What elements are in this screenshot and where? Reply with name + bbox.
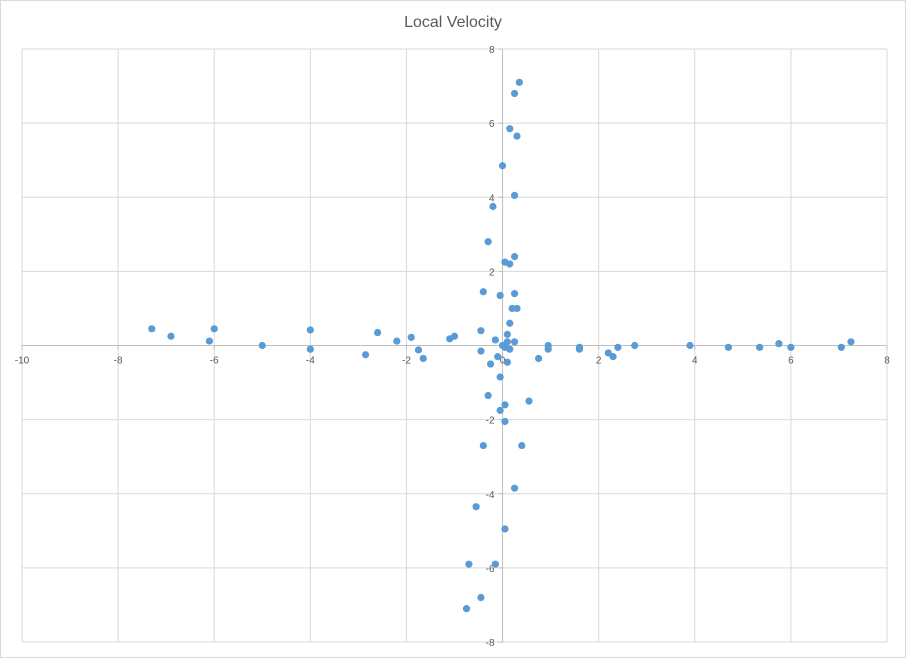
data-point xyxy=(525,397,533,405)
data-point xyxy=(210,325,218,333)
data-point xyxy=(489,202,497,211)
x-tick-label: 6 xyxy=(788,356,794,367)
data-point xyxy=(361,351,370,359)
data-point xyxy=(503,330,511,338)
data-point xyxy=(506,260,514,268)
data-point xyxy=(631,341,639,350)
data-point xyxy=(484,391,492,400)
data-point xyxy=(477,347,485,355)
data-point xyxy=(614,343,622,351)
data-point xyxy=(498,162,507,170)
data-point xyxy=(501,417,509,426)
data-point xyxy=(205,337,214,345)
x-tick-label: -8 xyxy=(114,356,123,367)
data-point xyxy=(787,343,795,351)
data-point xyxy=(450,332,459,340)
data-point xyxy=(506,345,514,353)
data-point xyxy=(609,353,617,361)
y-tick-label: -2 xyxy=(486,416,495,427)
y-tick-label: 8 xyxy=(489,45,495,56)
data-point xyxy=(510,290,519,298)
data-point xyxy=(479,288,487,296)
data-point xyxy=(775,340,783,348)
data-point xyxy=(515,78,523,86)
data-point xyxy=(494,353,502,361)
data-point xyxy=(465,560,473,568)
chart-title: Local Velocity xyxy=(404,14,502,31)
tick-labels: -10 -8 -6 -4 -2 0 2 4 6 8 -8 -6 -4 -2 2 4 6 8 xyxy=(15,45,890,649)
data-point xyxy=(510,89,519,98)
data-point xyxy=(503,338,511,346)
data-point xyxy=(477,327,485,335)
y-tick-label: -4 xyxy=(486,490,495,501)
data-point xyxy=(491,560,499,568)
y-tick-label: 4 xyxy=(489,193,495,204)
data-point xyxy=(518,441,526,450)
data-point xyxy=(472,503,480,511)
x-tick-label: -10 xyxy=(15,356,30,367)
data-point xyxy=(148,325,156,333)
data-point xyxy=(510,191,519,199)
data-point xyxy=(491,336,499,344)
data-point xyxy=(306,326,314,334)
data-point xyxy=(501,401,509,409)
data-point xyxy=(724,343,733,351)
data-point xyxy=(306,345,314,353)
data-point xyxy=(496,291,504,300)
data-point xyxy=(534,354,543,363)
data-point xyxy=(513,304,521,313)
data-point xyxy=(407,333,415,341)
data-point xyxy=(479,441,487,450)
data-point xyxy=(575,345,584,353)
data-point xyxy=(503,358,511,366)
data-point xyxy=(496,406,504,414)
x-tick-label: 2 xyxy=(596,356,602,367)
data-point xyxy=(462,605,471,613)
data-point xyxy=(486,360,495,368)
data-points xyxy=(148,78,855,613)
data-point xyxy=(847,338,855,346)
data-point xyxy=(837,343,845,351)
y-tick-label: 6 xyxy=(489,119,495,130)
x-tick-label: 0 xyxy=(500,356,506,367)
data-point xyxy=(414,346,423,354)
x-tick-label: 8 xyxy=(884,356,890,367)
y-tick-label: -8 xyxy=(486,638,495,649)
data-point xyxy=(510,338,519,346)
data-point xyxy=(506,319,514,327)
data-point xyxy=(510,484,519,492)
data-point xyxy=(513,132,521,140)
x-tick-label: -6 xyxy=(210,356,219,367)
data-point xyxy=(506,125,514,133)
data-point xyxy=(686,341,694,350)
data-point xyxy=(258,341,266,350)
x-tick-label: -4 xyxy=(306,356,315,367)
x-tick-label: 4 xyxy=(692,356,698,367)
y-tick-label: 2 xyxy=(489,267,495,278)
data-point xyxy=(393,337,401,345)
data-point xyxy=(477,593,485,602)
x-tick-label: -2 xyxy=(402,356,411,367)
data-point xyxy=(496,373,504,381)
data-point xyxy=(510,252,519,261)
data-point xyxy=(374,328,382,337)
data-point xyxy=(756,343,764,351)
data-point xyxy=(167,332,175,340)
y-tick-label: -6 xyxy=(486,564,495,575)
data-point xyxy=(419,354,427,363)
grid-lines xyxy=(21,48,888,643)
data-point xyxy=(544,345,552,353)
data-point xyxy=(501,525,509,533)
data-point xyxy=(484,238,492,246)
